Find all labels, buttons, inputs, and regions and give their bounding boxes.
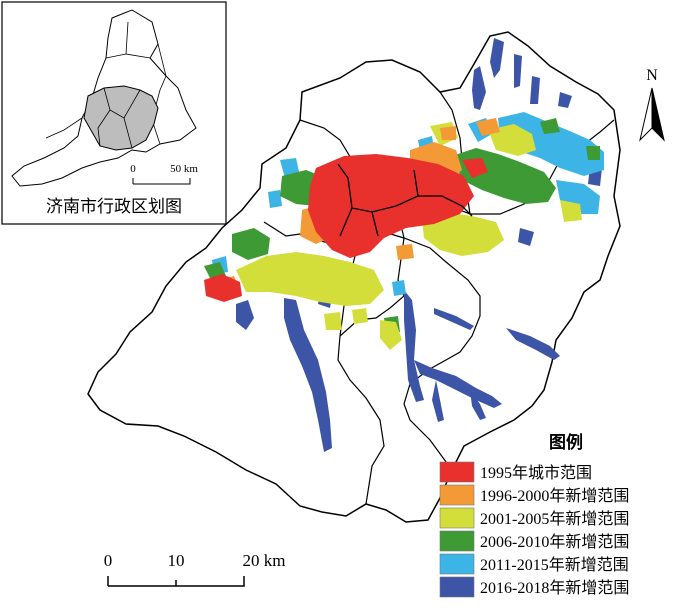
layer-2016-2018 [236, 38, 602, 452]
north-arrow-left-half [639, 87, 653, 142]
patch-city-core [308, 154, 474, 258]
north-arrow-right-half [651, 87, 665, 142]
patch [324, 312, 342, 330]
inset-scale-label-0: 0 [130, 163, 136, 175]
north-arrow: N [639, 67, 665, 142]
inset-highlight-area [83, 85, 159, 151]
legend-label: 2001-2005年新增范围 [480, 510, 629, 528]
patch [396, 244, 414, 260]
inset-district-line [123, 117, 133, 149]
patch [462, 158, 488, 178]
patch [490, 38, 504, 78]
patch [232, 228, 270, 260]
inset-map: 0 50 km 济南市行政区划图 [1, 1, 227, 225]
legend-title: 图例 [549, 432, 583, 453]
legend-swatch [439, 484, 475, 506]
patch [540, 118, 560, 134]
river-patch [432, 380, 444, 422]
layer-1995 [204, 154, 488, 302]
legend-swatch [439, 576, 475, 598]
patch [558, 92, 572, 108]
legend: 图例 1995年城市范围 1996-2000年新增范围 2001-2005年新增范围… [439, 432, 629, 598]
legend-label: 2006-2010年新增范围 [480, 533, 629, 551]
patch [476, 118, 500, 136]
legend-swatch [439, 553, 475, 575]
inset-title: 济南市行政区划图 [46, 197, 182, 217]
river-patch [404, 290, 424, 402]
patch [586, 146, 600, 160]
scale-bar-line [107, 576, 245, 587]
patch [392, 280, 406, 296]
patch [556, 180, 600, 214]
patch [268, 190, 282, 208]
scale-label-10: 10 [168, 551, 185, 570]
patch [380, 320, 402, 350]
river-patch [470, 390, 486, 420]
inset-district-line [103, 87, 141, 119]
core-district-lines [337, 163, 473, 237]
inset-county-line [157, 43, 167, 77]
patch [514, 54, 522, 88]
legend-swatch [439, 507, 475, 529]
patch [560, 200, 582, 222]
river-patch [284, 298, 332, 452]
scale-label-20: 20 km [243, 551, 286, 570]
legend-label: 2011-2015年新增范围 [480, 556, 629, 574]
legend-label: 2016-2018年新增范围 [480, 579, 629, 597]
legend-swatch [439, 530, 475, 552]
layer-2011-2015 [212, 112, 604, 296]
patch [498, 112, 604, 176]
scale-label-0: 0 [104, 551, 113, 570]
inset-county-line [45, 117, 83, 139]
patch [440, 126, 456, 140]
patch [236, 252, 384, 306]
inset-district-line [97, 109, 111, 147]
legend-swatch [439, 461, 475, 483]
patch [472, 66, 486, 110]
patch [236, 300, 254, 330]
north-label: N [646, 67, 658, 84]
patch [352, 308, 368, 324]
inset-county-line [125, 21, 129, 55]
legend-items: 1995年城市范围 1996-2000年新增范围 2001-2005年新增范围 200… [439, 461, 629, 598]
river-patch [414, 360, 502, 408]
patch [518, 228, 534, 246]
legend-label: 1995年城市范围 [480, 464, 592, 482]
patch [204, 274, 242, 302]
legend-label: 1996-2000年新增范围 [480, 487, 629, 505]
patch [530, 76, 540, 104]
inset-scale-bar [132, 178, 191, 185]
river-patch [434, 308, 474, 330]
patch [422, 212, 504, 256]
inset-scale-label-50: 50 km [170, 163, 198, 175]
layer-2001-2005 [236, 122, 582, 350]
river-patch [506, 328, 560, 360]
scale-bar: 0 10 20 km [104, 551, 286, 587]
